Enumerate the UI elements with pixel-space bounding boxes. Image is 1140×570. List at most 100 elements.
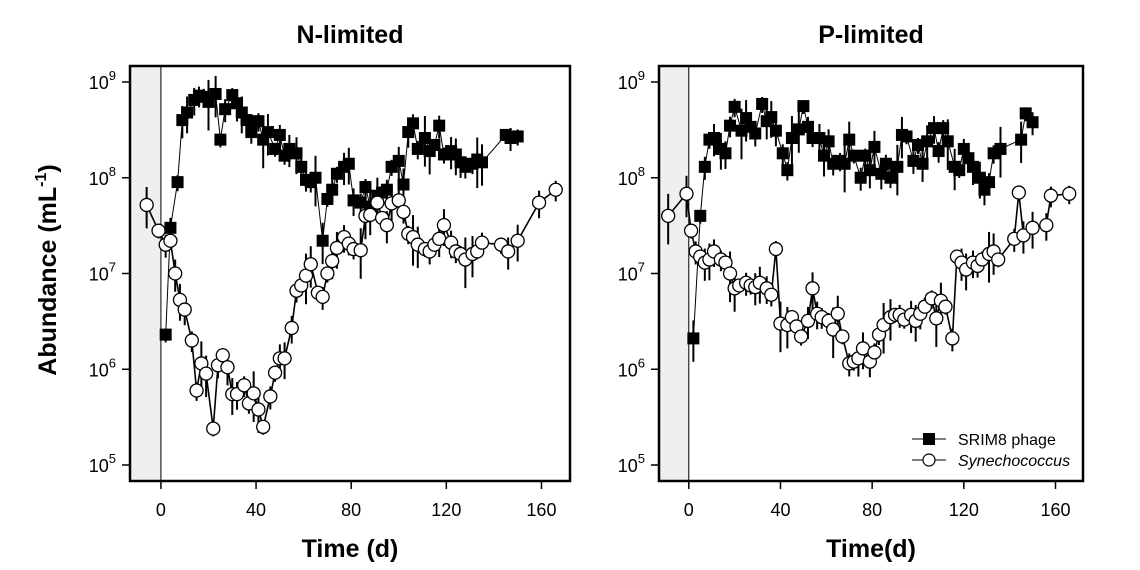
legend-phage-label: SRIM8 phage bbox=[958, 432, 1056, 449]
data-point-square bbox=[973, 171, 986, 184]
data-point-square bbox=[476, 156, 488, 169]
svg-text:Abundance (mL-1): Abundance (mL-1) bbox=[33, 164, 62, 375]
data-point-circle bbox=[764, 287, 779, 302]
data-point-square bbox=[983, 176, 996, 189]
data-point-circle bbox=[867, 345, 882, 360]
data-point-circle bbox=[177, 302, 192, 317]
data-point-square bbox=[884, 171, 897, 184]
legend: SRIM8 phage Synechococcus bbox=[912, 432, 1070, 470]
data-point-circle bbox=[379, 217, 395, 233]
data-point-square bbox=[843, 133, 856, 146]
data-point-circle bbox=[189, 383, 204, 398]
data-point-square bbox=[433, 119, 446, 132]
y-axis-label-main: Abundance (mL bbox=[34, 187, 62, 376]
chart-title: P-limited bbox=[818, 21, 924, 49]
data-point-circle bbox=[938, 299, 953, 314]
data-point-circle bbox=[1039, 217, 1054, 233]
data-point-square bbox=[214, 133, 227, 146]
data-point-square bbox=[792, 123, 805, 136]
data-point-square bbox=[957, 142, 970, 155]
y-tick-label: 108 bbox=[618, 164, 645, 189]
data-point-circle bbox=[315, 289, 330, 305]
data-point-circle bbox=[151, 223, 166, 238]
data-point-circle bbox=[251, 402, 266, 417]
data-point-circle bbox=[206, 421, 221, 436]
data-point-square bbox=[875, 167, 888, 180]
data-point-circle bbox=[1043, 188, 1059, 203]
x-tick-label: 0 bbox=[156, 500, 166, 520]
y-tick-label: 108 bbox=[89, 164, 116, 189]
data-point-circle bbox=[768, 241, 784, 257]
x-tick-label: 160 bbox=[526, 500, 556, 520]
data-point-square bbox=[756, 97, 769, 110]
data-point-square bbox=[859, 149, 872, 162]
data-point-square bbox=[921, 135, 934, 148]
data-point-circle bbox=[929, 311, 944, 326]
data-point-square bbox=[181, 106, 194, 119]
data-point-circle bbox=[474, 235, 490, 250]
legend-host-circle-icon bbox=[922, 453, 936, 467]
x-tick-label: 80 bbox=[862, 500, 882, 520]
data-point-square bbox=[818, 149, 831, 162]
shaded-acclimation-region bbox=[659, 66, 689, 481]
data-point-circle bbox=[163, 233, 178, 248]
data-point-circle bbox=[396, 204, 411, 220]
data-point-circle bbox=[325, 253, 340, 269]
data-point-circle bbox=[320, 266, 335, 281]
series-phage bbox=[159, 75, 524, 343]
y-tick-label: 109 bbox=[618, 68, 645, 93]
y-axis-label-close: ) bbox=[34, 164, 62, 172]
data-point-square bbox=[290, 147, 303, 160]
data-point-square bbox=[1019, 107, 1032, 120]
data-point-square bbox=[219, 103, 232, 116]
data-point-square bbox=[397, 178, 410, 191]
data-point-circle bbox=[510, 233, 525, 248]
data-point-square bbox=[994, 142, 1007, 155]
data-point-square bbox=[687, 332, 700, 345]
data-point-square bbox=[724, 119, 737, 132]
data-point-square bbox=[354, 196, 367, 209]
data-point-circle bbox=[277, 351, 292, 366]
data-point-circle bbox=[284, 320, 299, 336]
data-point-circle bbox=[267, 365, 283, 380]
data-point-square bbox=[953, 164, 966, 177]
data-point-square bbox=[159, 328, 172, 341]
data-point-circle bbox=[991, 252, 1006, 267]
y-tick-label: 105 bbox=[89, 451, 116, 476]
legend-phage-square-icon bbox=[923, 433, 935, 445]
panel-n-limited: N-limited 0 40 80 120 160 Time (d) 105 106 107 108… bbox=[89, 21, 572, 563]
x-tick-label: 0 bbox=[684, 500, 694, 520]
legend-host-label: Synechococcus bbox=[958, 453, 1070, 470]
y-tick-label: 109 bbox=[89, 68, 116, 93]
data-point-square bbox=[1026, 116, 1039, 129]
data-point-square bbox=[854, 171, 867, 184]
data-point-circle bbox=[198, 366, 214, 381]
data-point-circle bbox=[793, 329, 809, 344]
data-point-square bbox=[694, 209, 707, 222]
data-point-circle bbox=[722, 266, 738, 281]
data-point-circle bbox=[139, 197, 154, 213]
data-point-square bbox=[776, 147, 789, 160]
data-point-circle bbox=[220, 360, 235, 375]
x-axis-title: Time(d) bbox=[826, 535, 916, 563]
y-axis-label: Abundance (mL-1) bbox=[33, 164, 62, 375]
chart-title: N-limited bbox=[297, 21, 404, 49]
series-line bbox=[145, 189, 557, 429]
data-point-square bbox=[171, 176, 184, 189]
data-point-circle bbox=[501, 244, 516, 259]
data-point-square bbox=[838, 157, 851, 170]
data-point-square bbox=[937, 122, 950, 135]
data-point-square bbox=[407, 117, 420, 130]
data-point-circle bbox=[830, 306, 845, 321]
data-point-square bbox=[245, 126, 258, 139]
data-point-circle bbox=[835, 329, 850, 344]
data-point-circle bbox=[370, 195, 385, 210]
series-synechococcus bbox=[661, 175, 1077, 378]
data-point-circle bbox=[263, 389, 278, 404]
data-point-square bbox=[209, 87, 222, 100]
data-point-circle bbox=[184, 333, 199, 348]
data-point-square bbox=[326, 183, 339, 196]
data-point-square bbox=[316, 234, 329, 247]
data-point-circle bbox=[805, 281, 820, 296]
